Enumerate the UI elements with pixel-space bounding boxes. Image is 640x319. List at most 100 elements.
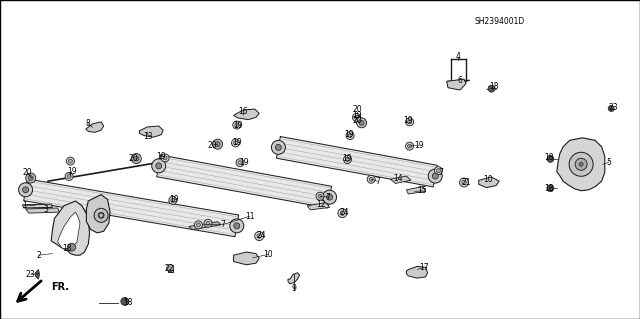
Text: 4: 4 [455,52,460,61]
Text: 1: 1 [22,201,27,210]
Circle shape [65,172,73,181]
Text: 20: 20 [207,141,218,150]
Circle shape [152,159,166,173]
Polygon shape [22,204,52,208]
Circle shape [575,158,587,170]
Circle shape [275,145,282,150]
Circle shape [134,156,139,161]
Polygon shape [234,252,259,265]
Circle shape [579,162,583,166]
Circle shape [359,120,364,125]
Circle shape [408,144,412,148]
Polygon shape [406,266,428,278]
Circle shape [99,213,103,217]
Text: 12: 12 [317,200,326,209]
Circle shape [346,158,349,161]
Text: 7: 7 [438,168,443,177]
Text: 18: 18 [124,298,132,307]
Circle shape [356,118,367,128]
Text: 8: 8 [86,119,91,128]
Circle shape [569,152,593,176]
Circle shape [68,159,72,163]
Polygon shape [390,176,411,183]
Circle shape [163,156,167,160]
Text: 18: 18 [63,244,72,253]
Polygon shape [26,208,60,213]
Circle shape [196,223,200,227]
Text: 6: 6 [457,76,462,85]
Polygon shape [35,270,40,279]
Text: 20: 20 [22,168,32,177]
Text: 24: 24 [256,231,266,240]
Polygon shape [140,126,163,137]
Text: 20: 20 [352,105,362,114]
Text: 18: 18 [490,82,499,91]
Circle shape [212,139,223,149]
Circle shape [235,123,239,127]
Text: 7: 7 [325,193,330,202]
Circle shape [233,121,241,129]
Text: 19: 19 [342,154,352,163]
Text: 9: 9 [292,284,297,293]
Polygon shape [406,187,426,194]
Circle shape [488,85,495,92]
Circle shape [167,264,173,271]
Circle shape [257,234,262,238]
Polygon shape [51,201,90,255]
Text: 23: 23 [608,103,618,112]
Circle shape [99,213,103,217]
Circle shape [346,131,354,140]
Circle shape [234,223,240,229]
Circle shape [408,120,412,124]
Circle shape [547,155,554,162]
Circle shape [230,219,244,233]
Text: 5: 5 [607,158,612,167]
Text: 19: 19 [239,158,250,167]
Circle shape [318,194,322,198]
Circle shape [232,139,239,147]
Circle shape [436,169,440,173]
Circle shape [255,232,264,241]
Text: 15: 15 [417,186,428,195]
Polygon shape [24,179,239,237]
Circle shape [353,113,360,122]
Circle shape [99,213,103,217]
Circle shape [406,118,413,126]
Circle shape [121,297,129,306]
Polygon shape [58,212,80,249]
Circle shape [26,173,36,183]
Circle shape [206,221,210,225]
Text: 18: 18 [545,184,554,193]
Text: 21: 21 [461,178,470,187]
Text: 13: 13 [143,132,154,141]
Polygon shape [276,137,437,187]
Text: 14: 14 [393,174,403,182]
Text: 7: 7 [220,220,225,229]
Circle shape [338,209,347,218]
Circle shape [367,175,375,183]
Circle shape [355,115,358,119]
Circle shape [19,183,33,197]
Text: 7: 7 [375,177,380,186]
Text: 18: 18 [545,153,554,162]
Text: 19: 19 [233,121,243,130]
Circle shape [271,140,285,154]
Polygon shape [86,195,110,233]
Polygon shape [157,155,332,208]
Text: 24: 24 [339,208,349,217]
Polygon shape [86,122,104,132]
Text: 3: 3 [44,205,49,214]
Text: 19: 19 [352,111,362,120]
Text: 19: 19 [232,138,242,147]
Circle shape [234,141,237,145]
Polygon shape [557,138,605,191]
Circle shape [406,142,413,150]
Circle shape [608,106,614,111]
Circle shape [156,163,162,169]
Circle shape [28,175,33,181]
Text: 19: 19 [67,167,77,176]
Circle shape [326,194,333,200]
Circle shape [344,155,351,164]
Polygon shape [189,222,221,230]
Circle shape [99,213,103,217]
